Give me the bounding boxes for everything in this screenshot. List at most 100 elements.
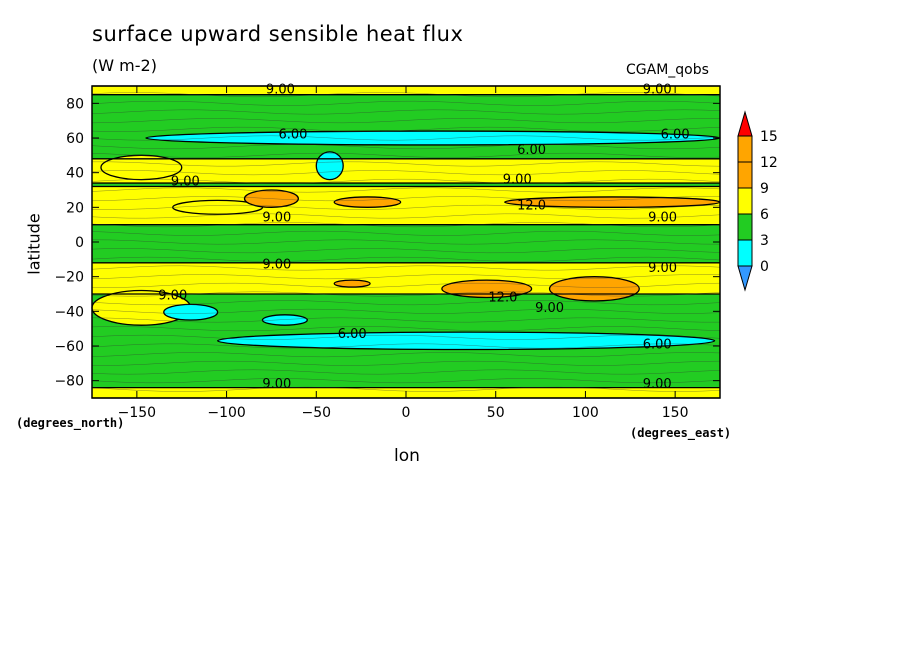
thin-contour-line [91,204,721,210]
contour-label: 9.00 [503,173,532,188]
thin-contour-line [91,317,721,323]
dataset-label: CGAM_qobs [626,62,709,78]
contour-label: 6.00 [517,143,546,158]
x-tick-label: 50 [487,405,505,421]
colorbar-segment [737,213,753,241]
colorbar-arrow-top [737,110,753,137]
x-axis-units: (degrees_east) [630,426,732,440]
colorbar-label: 15 [760,129,778,145]
contour-patch [163,303,219,321]
thin-contour-line [91,126,721,132]
thin-contour-line [91,343,721,349]
thin-contour-line [91,265,721,271]
thin-contour-line [91,360,721,366]
x-tick-label: 0 [402,405,411,421]
y-tick-label: −80 [54,374,84,390]
contour-patch [216,331,716,351]
thin-contour-line [91,135,721,141]
thin-contour-line [91,144,721,150]
thin-contour-line [91,378,721,384]
contour-label: 6.00 [643,337,672,352]
x-axis-label: lon [394,446,420,466]
thin-contour-line [91,187,721,193]
colorbar-label: 12 [760,155,778,171]
y-tick-label: −40 [54,304,84,320]
thin-contour-line [91,92,721,98]
colorbar: 0 3 6 9 12 15 [737,110,778,292]
contour-label: 9.00 [158,289,187,304]
contour-patch [548,276,640,302]
contour-label: 12.0 [488,290,517,305]
contour-patch [441,279,533,299]
contour-label: 6.00 [278,128,307,143]
colorbar-segment [737,239,753,267]
colorbar-segment [737,135,753,163]
thin-contour-line [91,100,721,106]
thin-contour-line [91,170,721,176]
colorbar-segment [737,161,753,189]
contour-label: 9.00 [648,261,677,276]
contour-patch [315,151,344,181]
contour-label: 9.00 [535,301,564,316]
contour-patch [145,130,721,146]
y-tick-label: 20 [66,200,84,216]
thin-contour-line [91,239,721,245]
x-tick-label: 100 [572,405,599,421]
chart-title: surface upward sensible heat flux [92,22,464,46]
contour-label: 12.0 [517,199,546,214]
colorbar-label: 9 [760,181,769,197]
thin-contour-line [91,334,721,340]
x-tick-label: −50 [302,405,332,421]
x-tick-label: 150 [662,405,689,421]
y-axis-units: (degrees_north) [16,416,125,430]
y-tick-label: 60 [66,131,84,147]
thin-contour-line [91,256,721,262]
thin-contour-line [91,118,721,124]
thin-contour-line [91,291,721,297]
contour-patch [261,314,308,326]
colorbar-label: 3 [760,233,769,249]
colorbar-arrow-bottom [737,265,753,292]
colorbar-segment [737,187,753,215]
contour-label: 9.00 [262,377,291,392]
contour-label: 9.00 [266,82,295,97]
x-tick-label: −100 [207,405,245,421]
thin-contour-line [91,352,721,358]
y-tick-label: 80 [66,96,84,112]
thin-contour-line [91,152,721,158]
chart-units: (W m-2) [92,56,157,75]
contour-label: 9.00 [643,377,672,392]
thin-contour-line [91,248,721,254]
y-tick-label: 0 [75,235,84,251]
contour-label: 9.00 [262,258,291,273]
thin-contour-line [91,178,721,184]
thin-contour-line [91,369,721,375]
contour-label: 9.00 [171,174,200,189]
thin-contour-line [91,230,721,236]
colorbar-label: 6 [760,207,769,223]
contour-label: 9.00 [648,211,677,226]
contour-label: 6.00 [661,128,690,143]
thin-contour-line [91,213,721,219]
contour-label-layer: 9.00 9.00 6.00 6.00 6.00 9.00 9.00 12.0 9.00 9.00… [158,82,689,392]
thin-contour-line [91,222,721,228]
x-tick-label: −150 [118,405,156,421]
thin-contour-line [91,326,721,332]
contour-patch [333,196,402,208]
thin-contour-line [91,300,721,306]
contour-label: 6.00 [338,327,367,342]
contour-label: 9.00 [643,82,672,97]
colorbar-label: 0 [760,259,769,275]
axes-layer: −150 −100 −50 0 50 100 150 −80 −60 −40 −20 0 20 40 60 8… [54,86,720,421]
y-tick-label: 40 [66,166,84,182]
thin-contour-line [91,274,721,280]
y-tick-label: −20 [54,270,84,286]
thin-contour-line [91,109,721,115]
thin-contour-line [91,282,721,288]
thin-contour-line [91,386,721,392]
thin-contour-line [91,196,721,202]
thin-contour-line [91,161,721,167]
thin-contour-line [91,308,721,314]
y-tick-label: −60 [54,339,84,355]
